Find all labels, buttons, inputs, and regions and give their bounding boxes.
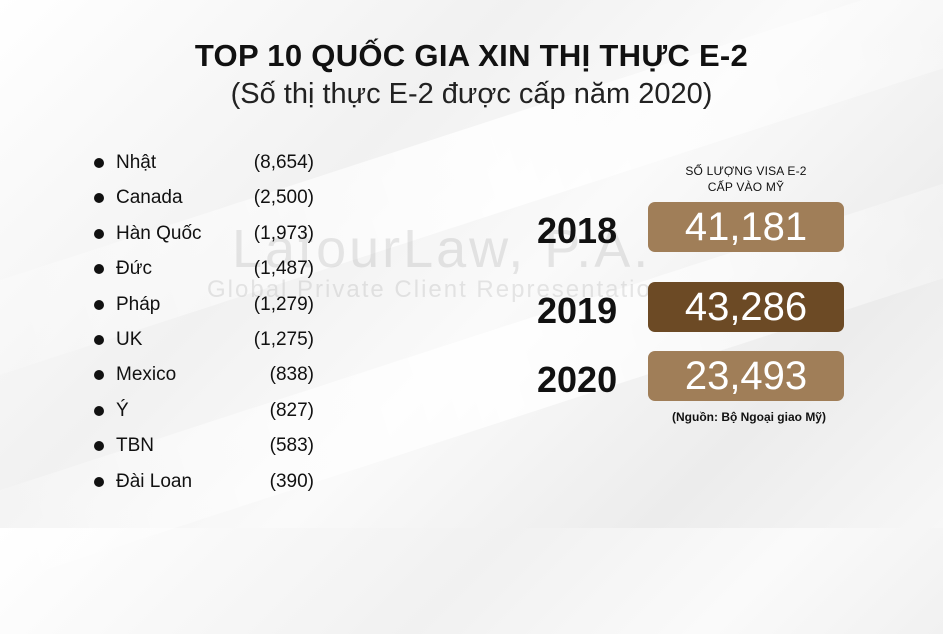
country-name: Mexico [116, 364, 177, 386]
bullet-icon [94, 405, 104, 416]
page-title: TOP 10 QUỐC GIA XIN THỊ THỰC E-2 [194, 38, 749, 73]
bullet-icon [94, 158, 104, 168]
country-visa-count: (1,275) [253, 328, 314, 350]
bullet-icon [94, 264, 104, 275]
visa-count-header-line2: CẤP VÀO MỸ [707, 180, 785, 194]
country-row: Đức (1,487) [94, 253, 334, 288]
country-visa-count: (1,279) [253, 293, 314, 315]
visa-count-header: SỐ LƯỢNG VISA E-2 CẤP VÀO MỸ [648, 163, 844, 195]
country-name: Nhật [116, 152, 157, 173]
country-row: Nhật (8,654) [94, 147, 334, 182]
country-visa-count: (390) [269, 470, 314, 492]
country-name: Ý [116, 399, 129, 421]
country-row: Ý (827) [94, 395, 334, 430]
visa-count-header-line1: SỐ LƯỢNG VISA E-2 [685, 164, 807, 178]
country-visa-count: (8,654) [253, 152, 314, 173]
bullet-icon [94, 441, 104, 452]
country-name: Đài Loan [116, 470, 193, 492]
country-name: Canada [116, 187, 183, 209]
country-row: UK (1,275) [94, 324, 334, 359]
country-list: Nhật (8,654) Canada (2,500) Hàn Quốc (1,973) Đ… [94, 147, 334, 501]
visa-count-box: 41,181 [648, 202, 844, 252]
bullet-icon [94, 370, 104, 381]
year-label: 2020 [537, 359, 618, 400]
year-label: 2019 [537, 290, 618, 331]
country-visa-count: (1,973) [253, 222, 314, 244]
country-visa-count: (838) [269, 364, 314, 386]
visa-count-box: 43,286 [648, 282, 844, 332]
country-visa-count: (827) [269, 399, 314, 421]
country-visa-count: (1,487) [253, 258, 314, 280]
country-name: TBN [116, 435, 154, 457]
visa-count-box: 23,493 [648, 351, 844, 401]
country-row: Canada (2,500) [94, 182, 334, 217]
country-row: Đài Loan (390) [94, 466, 334, 501]
country-name: UK [116, 328, 143, 350]
country-name: Đức [116, 258, 152, 280]
country-row: TBN (583) [94, 430, 334, 465]
source-note: (Nguồn: Bộ Ngoại giao Mỹ) [672, 410, 826, 424]
country-row: Pháp (1,279) [94, 289, 334, 324]
bullet-icon [94, 228, 104, 239]
bullet-icon [94, 299, 104, 310]
bullet-icon [94, 334, 104, 345]
country-visa-count: (2,500) [253, 187, 314, 209]
page-subtitle: (Số thị thực E-2 được cấp năm 2020) [230, 78, 713, 110]
country-name: Pháp [116, 293, 161, 315]
year-label: 2018 [537, 210, 618, 251]
bullet-icon [94, 476, 104, 487]
bullet-icon [94, 193, 104, 204]
country-row: Mexico (838) [94, 359, 334, 394]
country-row: Hàn Quốc (1,973) [94, 218, 334, 253]
country-visa-count: (583) [269, 435, 314, 457]
country-name: Hàn Quốc [116, 222, 202, 244]
